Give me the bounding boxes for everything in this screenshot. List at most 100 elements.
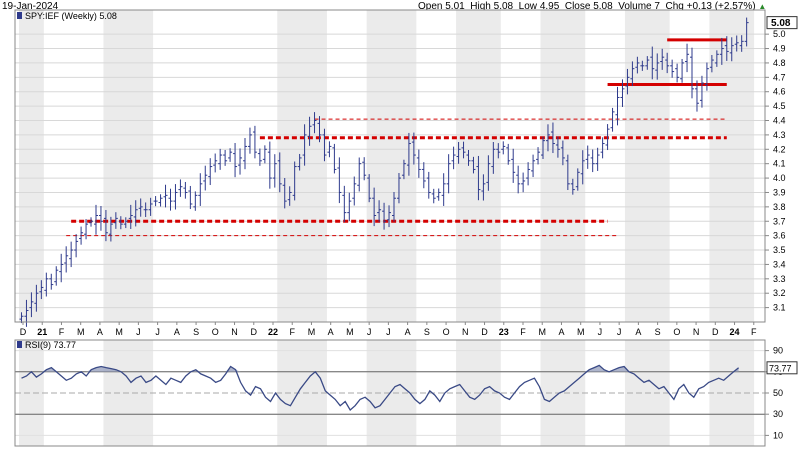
price-bar xyxy=(382,202,387,230)
price-bar xyxy=(198,173,203,206)
price-bar xyxy=(630,61,635,87)
price-bar xyxy=(64,246,69,273)
price-bar xyxy=(456,142,461,164)
price-bar xyxy=(332,143,337,174)
price-bar xyxy=(536,147,541,165)
price-bar xyxy=(34,284,39,312)
date-tick-label: 24 xyxy=(730,327,740,337)
date-tick-label: S xyxy=(193,327,199,337)
date-tick-label: F xyxy=(59,327,65,337)
price-bar xyxy=(436,188,441,201)
price-bar xyxy=(208,158,213,186)
price-tick-label: 4.8 xyxy=(773,58,786,68)
price-bar xyxy=(704,62,709,91)
price-bar xyxy=(620,79,625,107)
price-bar xyxy=(555,136,560,158)
price-bar xyxy=(506,143,511,165)
price-bar xyxy=(431,188,436,204)
price-bar xyxy=(392,192,396,222)
close-value: 5.08 xyxy=(593,1,613,12)
price-panel-frame xyxy=(14,9,766,323)
rsi-line xyxy=(21,364,740,412)
price-bar xyxy=(148,197,153,216)
price-bar xyxy=(650,46,655,80)
price-bar xyxy=(471,156,476,174)
price-bar xyxy=(327,141,332,158)
price-bar xyxy=(49,273,54,290)
price-bar xyxy=(292,161,297,201)
price-bar xyxy=(93,204,98,235)
date-tick-label: M xyxy=(538,327,546,337)
price-tick-label: 4.0 xyxy=(773,173,786,183)
rsi-overbought-area xyxy=(609,366,629,372)
price-tick-label: 3.8 xyxy=(773,202,786,212)
price-bar xyxy=(685,43,690,73)
date-tick-label: 23 xyxy=(499,327,509,337)
price-bar xyxy=(317,116,322,143)
price-tick-label: 4.3 xyxy=(773,130,786,140)
price-bar xyxy=(272,154,277,188)
price-tick-label: 5.0 xyxy=(773,29,786,39)
price-bar xyxy=(168,188,173,211)
price-bar xyxy=(153,196,158,207)
volume-label: Volume xyxy=(618,1,652,12)
price-bar xyxy=(491,142,496,174)
price-bar xyxy=(188,185,193,210)
price-bar xyxy=(640,60,645,71)
price-bar xyxy=(526,162,531,186)
price-bar xyxy=(183,181,188,199)
price-bar xyxy=(262,145,267,164)
price-bar xyxy=(660,48,665,70)
price-bar xyxy=(242,138,247,170)
date-tick-label: A xyxy=(558,327,564,337)
price-tick-label: 3.3 xyxy=(773,274,786,284)
rsi-overbought-area xyxy=(584,365,610,372)
price-bar xyxy=(297,153,302,171)
price-bar xyxy=(54,266,59,286)
price-last-value: 5.08 xyxy=(766,16,798,30)
price-bar xyxy=(481,174,486,201)
price-bar xyxy=(466,149,471,166)
rsi-legend-icon xyxy=(17,341,22,348)
price-legend: SPY:IEF (Weekly) 5.08 xyxy=(17,11,117,21)
price-bar xyxy=(287,186,292,206)
price-bar xyxy=(575,168,580,191)
price-bar xyxy=(223,149,228,166)
date-tick-label: O xyxy=(443,327,450,337)
price-bar xyxy=(74,234,79,258)
rsi-shade-band xyxy=(19,340,44,446)
price-bar xyxy=(441,173,446,206)
date-tick-label: M xyxy=(577,327,585,337)
rsi-axis: 1030507090 xyxy=(765,346,783,440)
price-legend-icon xyxy=(17,12,22,19)
date-tick-label: J xyxy=(136,327,141,337)
rsi-gridlines xyxy=(15,350,765,436)
price-bar xyxy=(595,147,600,171)
price-tick-label: 4.6 xyxy=(773,87,786,97)
date-tick-label: N xyxy=(462,327,469,337)
price-tick-label: 4.5 xyxy=(773,101,786,111)
price-bar xyxy=(396,173,401,204)
shade-band xyxy=(366,10,417,322)
date-tick-label: F xyxy=(520,327,526,337)
price-bar xyxy=(372,187,377,227)
price-bar xyxy=(690,47,695,99)
date-tick-label: J xyxy=(386,327,391,337)
price-bar xyxy=(675,63,680,83)
price-bar xyxy=(521,172,526,193)
close-label: Close xyxy=(564,1,591,12)
price-bars xyxy=(19,17,749,327)
up-arrow-icon: ▲ xyxy=(758,2,767,11)
price-bar xyxy=(19,312,24,324)
price-bar xyxy=(233,143,238,178)
price-tick-label: 3.4 xyxy=(773,259,786,269)
date-tick-label: A xyxy=(328,327,334,337)
price-bar xyxy=(694,80,699,112)
price-bar xyxy=(516,165,521,194)
price-bar xyxy=(655,53,660,80)
date-tick-label: D xyxy=(251,327,258,337)
price-bar xyxy=(625,68,630,95)
price-bar xyxy=(541,136,546,160)
price-bar xyxy=(347,192,352,222)
shade-band xyxy=(103,10,154,322)
